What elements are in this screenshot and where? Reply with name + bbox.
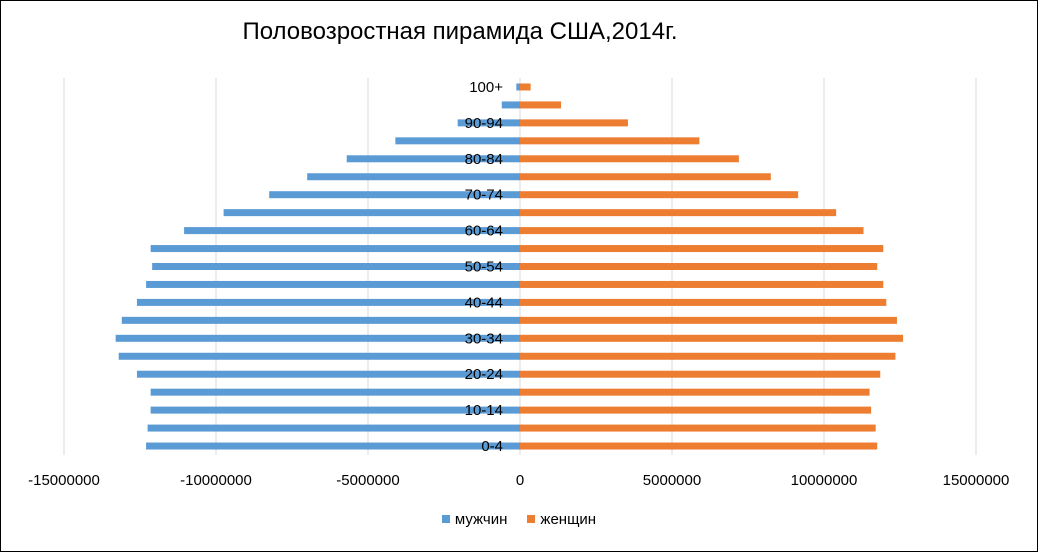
bar-female-30-34 bbox=[520, 334, 904, 342]
bar-male-5-9 bbox=[147, 424, 520, 432]
legend-label: женщин bbox=[540, 511, 597, 528]
bar-male-90-94 bbox=[457, 119, 520, 127]
bar-male-75-79 bbox=[307, 173, 520, 181]
bar-female-0-4 bbox=[520, 442, 878, 450]
bar-female-80-84 bbox=[520, 155, 739, 163]
legend-item-0: мужчин bbox=[441, 511, 508, 528]
bar-female-100+ bbox=[520, 83, 531, 91]
x-tick-label: 15000000 bbox=[943, 472, 1010, 489]
bar-female-5-9 bbox=[520, 424, 876, 432]
bar-female-90-94 bbox=[520, 119, 628, 127]
y-tick-label: 100+ bbox=[469, 79, 503, 96]
bar-male-45-49 bbox=[146, 280, 520, 288]
bar-male-40-44 bbox=[136, 298, 520, 306]
y-tick-label: 20-24 bbox=[465, 366, 503, 383]
y-tick-label: 50-54 bbox=[465, 259, 503, 276]
bar-female-35-39 bbox=[520, 316, 897, 324]
legend-label: мужчин bbox=[454, 511, 508, 528]
y-tick-label: 10-14 bbox=[465, 402, 503, 419]
bar-male-0-4 bbox=[146, 442, 520, 450]
bar-female-40-44 bbox=[520, 298, 887, 306]
bar-female-25-29 bbox=[520, 352, 896, 360]
bar-female-50-54 bbox=[520, 263, 878, 270]
bar-male-60-64 bbox=[184, 227, 520, 235]
legend-swatch bbox=[441, 515, 450, 524]
bar-female-15-19 bbox=[520, 388, 870, 396]
legend-item-1: женщин bbox=[527, 511, 596, 528]
bar-male-35-39 bbox=[121, 316, 520, 324]
bar-female-60-64 bbox=[520, 227, 864, 235]
x-tick-label: -5000000 bbox=[336, 472, 399, 489]
y-tick-label: 90-94 bbox=[465, 115, 503, 132]
x-tick-label: -10000000 bbox=[180, 472, 252, 489]
x-tick-label: 0 bbox=[516, 472, 524, 489]
y-tick-label: 0-4 bbox=[481, 438, 503, 455]
bar-male-20-24 bbox=[136, 370, 520, 378]
bar-male-55-59 bbox=[150, 245, 520, 253]
y-tick-label: 40-44 bbox=[465, 294, 503, 311]
bar-male-80-84 bbox=[346, 155, 520, 163]
bar-female-95-99 bbox=[520, 101, 562, 109]
bar-female-75-79 bbox=[520, 173, 771, 181]
y-tick-label: 30-34 bbox=[465, 330, 503, 347]
bar-female-10-14 bbox=[520, 406, 872, 414]
bar-male-15-19 bbox=[150, 388, 520, 396]
x-tick-label: -15000000 bbox=[28, 472, 100, 489]
y-tick-label: 60-64 bbox=[465, 223, 503, 240]
bar-male-65-69 bbox=[223, 209, 520, 217]
bar-female-20-24 bbox=[520, 370, 881, 378]
bar-male-95-99 bbox=[501, 101, 520, 109]
bar-female-55-59 bbox=[520, 245, 884, 253]
bar-female-85-89 bbox=[520, 137, 700, 145]
bar-female-65-69 bbox=[520, 209, 837, 217]
bar-male-30-34 bbox=[115, 334, 521, 342]
x-tick-label: 5000000 bbox=[643, 472, 701, 489]
x-tick-label: 10000000 bbox=[791, 472, 858, 489]
bar-male-25-29 bbox=[118, 352, 520, 360]
bar-female-70-74 bbox=[520, 191, 799, 199]
bar-male-70-74 bbox=[269, 191, 520, 199]
bar-male-50-54 bbox=[152, 263, 520, 270]
legend-swatch bbox=[527, 515, 536, 524]
legend: мужчин женщин bbox=[0, 511, 1038, 528]
bar-female-45-49 bbox=[520, 280, 884, 288]
bar-male-10-14 bbox=[150, 406, 520, 414]
y-tick-label: 80-84 bbox=[465, 151, 503, 168]
bar-male-85-89 bbox=[395, 137, 520, 145]
bar-male-100+ bbox=[516, 83, 520, 91]
y-tick-label: 70-74 bbox=[465, 187, 503, 204]
chart-title: Половозростная пирамида США,2014г. bbox=[242, 18, 678, 45]
